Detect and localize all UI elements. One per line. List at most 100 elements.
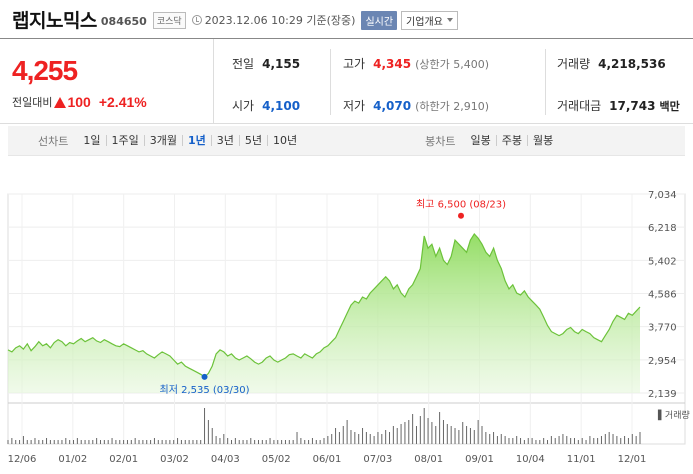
period-1d[interactable]: 1일: [83, 134, 101, 147]
volume-bar: [431, 422, 433, 444]
volume-bar: [342, 426, 344, 444]
volume-bar: [570, 438, 572, 444]
volume-bar: [539, 440, 541, 444]
volume-bar: [211, 428, 213, 444]
volume-bar: [419, 416, 421, 444]
volume-bar: [508, 438, 510, 444]
volume-bar: [392, 426, 394, 444]
min-label: 최저 2,535 (03/30): [160, 384, 250, 396]
volume-bar: [523, 440, 525, 444]
volume-bar: [123, 440, 125, 444]
up-triangle-icon: [54, 96, 67, 108]
x-tick-label: 06/01: [313, 454, 342, 465]
volume-bar: [404, 422, 406, 444]
volume-bar: [566, 436, 568, 444]
volume-bar: [177, 438, 179, 444]
price-chart[interactable]: 7,034 6,218 5,402 4,586 3,770 2,954 2,139 ▌거래량…: [0, 178, 693, 474]
volume-bar: [389, 432, 391, 444]
volume-bar: [238, 440, 240, 444]
caret-down-icon: [446, 18, 453, 22]
volume-bar: [92, 440, 94, 444]
volume-bar: [126, 440, 128, 444]
x-tick-label: 07/03: [363, 454, 392, 465]
volume-bar: [26, 440, 28, 444]
volume-bar: [612, 434, 614, 444]
candle-daily[interactable]: 일봉: [470, 134, 491, 147]
volume-bar: [61, 440, 63, 444]
volume-bar: [227, 438, 229, 444]
volume-bar: [107, 440, 109, 444]
volume-bar: [103, 440, 105, 444]
volume-bar: [300, 438, 302, 444]
period-5y[interactable]: 5년: [238, 135, 267, 146]
volume-bar: [192, 440, 194, 444]
volume-bar: [261, 440, 263, 444]
volume-bar: [315, 440, 317, 444]
volume-bar: [196, 440, 198, 444]
volume-bar: [373, 436, 375, 444]
realtime-button[interactable]: 실시간: [361, 10, 398, 30]
stat-prev-close: 전일 4,155: [232, 57, 301, 71]
x-tick-label: 09/01: [465, 454, 494, 465]
period-3m[interactable]: 3개월: [143, 135, 182, 146]
volume-bar: [358, 434, 360, 444]
volume-bar: [350, 430, 352, 444]
volume-bar: [34, 438, 36, 444]
volume-bar: [138, 440, 140, 444]
stat-low: 저가 4,070 (하한가 2,910): [343, 99, 489, 113]
min-marker: [201, 373, 208, 380]
volume-bar: [562, 434, 564, 444]
volume-bar: [153, 438, 155, 444]
volume-bar: [265, 440, 267, 444]
volume-bar: [331, 434, 333, 444]
volume-bar: [250, 438, 252, 444]
volume-legend: ▌거래량: [657, 409, 690, 421]
candle-monthly[interactable]: 월봉: [527, 135, 558, 146]
volume-bar: [485, 432, 487, 444]
volume-bar: [554, 438, 556, 444]
volume-bar: [547, 440, 549, 444]
volume-bar: [558, 436, 560, 444]
volume-bar: [142, 440, 144, 444]
stock-code: 084650: [100, 14, 147, 28]
line-chart-label: 선차트: [38, 134, 69, 148]
volume-bar: [130, 440, 132, 444]
volume-bar: [165, 440, 167, 444]
volume-bar: [119, 440, 121, 444]
volume-bar: [550, 436, 552, 444]
volume-bar: [188, 440, 190, 444]
period-1w[interactable]: 1주일: [105, 135, 144, 146]
volume-bar: [520, 438, 522, 444]
volume-bar: [604, 434, 606, 444]
volume-bar: [396, 428, 398, 444]
volume-bar: [585, 440, 587, 444]
volume-bar: [577, 440, 579, 444]
volume-bar: [477, 420, 479, 444]
volume-bar: [150, 440, 152, 444]
volume-bar: [231, 440, 233, 444]
volume-bar: [57, 440, 59, 444]
volume-bar: [608, 432, 610, 444]
period-10y[interactable]: 10년: [267, 135, 302, 146]
period-1y[interactable]: 1년: [182, 135, 211, 146]
volume-bar: [323, 438, 325, 444]
volume-bar: [319, 440, 321, 444]
volume-bar: [516, 436, 518, 444]
volume-bar: [489, 434, 491, 444]
volume-bar: [242, 440, 244, 444]
volume-bar: [180, 440, 182, 444]
candle-weekly[interactable]: 주봉: [495, 135, 527, 146]
volume-bar: [111, 438, 113, 444]
company-info-dropdown[interactable]: 기업개요: [401, 10, 458, 30]
volume-bar: [157, 440, 159, 444]
volume-bar: [327, 436, 329, 444]
period-3y[interactable]: 3년: [210, 135, 239, 146]
volume-bar: [408, 420, 410, 444]
volume-bar: [311, 438, 313, 444]
volume-bar: [496, 436, 498, 444]
volume-bar: [435, 426, 437, 444]
volume-bar: [573, 438, 575, 444]
volume-bar: [53, 440, 55, 444]
volume-bar: [284, 440, 286, 444]
volume-bar: [19, 440, 21, 444]
